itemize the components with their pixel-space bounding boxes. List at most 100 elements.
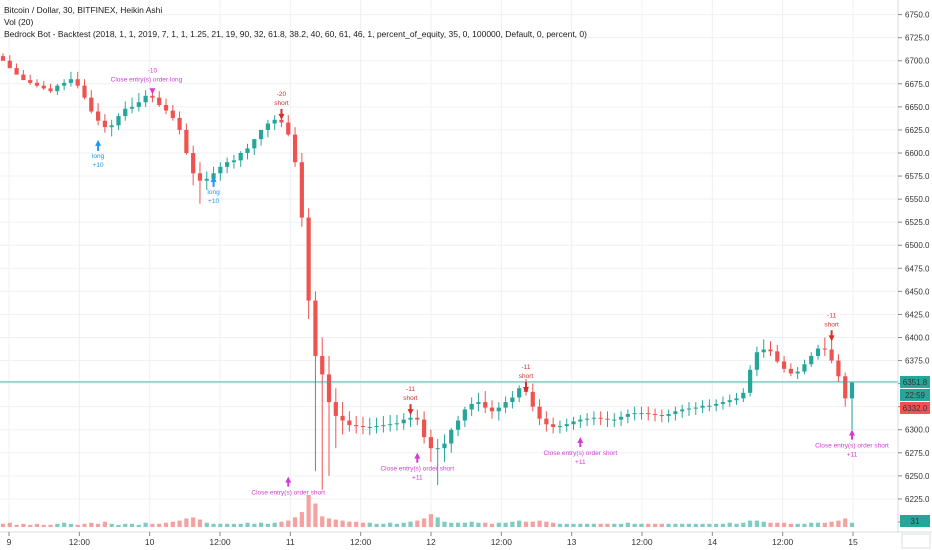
signal-label: -20	[277, 91, 287, 98]
candle-body	[659, 414, 664, 416]
volume-bar	[829, 521, 834, 527]
legend-volume[interactable]: Vol (20)	[4, 17, 34, 27]
volume-bar	[116, 524, 121, 527]
arrow-up-icon	[577, 436, 584, 443]
signal-label: +11	[412, 475, 423, 482]
candle-body	[768, 349, 773, 352]
candle-body	[21, 74, 26, 81]
candle-body	[646, 413, 651, 415]
volume-bar	[849, 522, 855, 527]
candle-body	[191, 152, 196, 174]
candle-body	[843, 376, 848, 399]
volume-bar	[299, 512, 304, 527]
volume-bar	[347, 521, 352, 527]
candle-body	[252, 139, 257, 149]
volume-bar	[455, 522, 461, 527]
candle-body	[449, 429, 454, 444]
price-tick-label: 6225.0	[905, 495, 930, 504]
volume-bar	[517, 520, 522, 527]
candle-body	[313, 300, 318, 356]
candle-body	[68, 79, 74, 83]
price-tick-label: 6475.0	[905, 264, 930, 273]
arrow-stem	[280, 108, 283, 115]
candle-body	[28, 80, 33, 83]
price-tick-label: 6625.0	[905, 126, 930, 135]
legend-strategy[interactable]: Bedrock Bot - Backtest (2018, 1, 1, 2019…	[4, 29, 587, 39]
candle-body	[143, 95, 148, 103]
volume-bar	[496, 522, 501, 527]
volume-bar	[109, 523, 114, 527]
signal-label: short	[824, 321, 839, 328]
candle-body	[720, 402, 726, 404]
price-tick-label: 6600.0	[905, 149, 930, 158]
candle-body	[408, 417, 413, 420]
candle-body	[591, 417, 597, 419]
candle-body	[238, 152, 243, 161]
candle-body	[483, 402, 488, 408]
arrow-stem	[212, 180, 215, 187]
volume-bar	[225, 523, 230, 527]
candle-body	[0, 56, 6, 61]
signal-label: short	[403, 395, 418, 402]
volume-bar	[680, 523, 685, 527]
candle-body	[109, 125, 114, 128]
candle-body	[686, 408, 692, 410]
price-tick-label: 6300.0	[905, 426, 930, 435]
candle-body	[292, 134, 298, 163]
candle-body	[150, 95, 155, 98]
volume-bar	[618, 523, 624, 527]
arrow-down-icon	[828, 335, 835, 342]
candle-body	[116, 116, 121, 126]
signal-label: +11	[847, 452, 858, 459]
volume-bar	[591, 523, 597, 527]
volume-bar	[62, 522, 67, 527]
signal-label: +11	[575, 459, 586, 466]
volume-bar	[707, 523, 712, 527]
volume-bar	[666, 523, 671, 527]
volume-bar	[68, 523, 74, 527]
volume-bar	[129, 523, 135, 527]
volume-bar	[503, 522, 508, 527]
candle-body	[354, 425, 359, 427]
volume-bar	[360, 522, 366, 527]
volume-badge: 31	[911, 517, 920, 526]
price-tick-label: 6525.0	[905, 218, 930, 227]
candle-body	[89, 97, 94, 112]
candle-body	[163, 105, 169, 111]
price-axis-bg	[898, 0, 932, 550]
volume-bar	[768, 522, 773, 527]
volume-bar	[34, 523, 40, 527]
volume-bar	[476, 522, 481, 527]
candle-body	[123, 108, 128, 117]
volume-bar	[279, 521, 284, 527]
candle-body	[564, 424, 569, 427]
candle-body	[34, 82, 40, 86]
arrow-up-icon	[95, 139, 102, 146]
volume-bar	[646, 523, 651, 527]
candle-body	[639, 413, 644, 415]
volume-bar	[428, 514, 434, 527]
candle-body	[544, 418, 549, 425]
volume-bar	[652, 523, 658, 527]
signal-close: Close entry(s) order short +11	[380, 452, 454, 482]
grid	[0, 0, 898, 528]
legend-symbol[interactable]: Bitcoin / Dollar, 30, BITFINEX, Heikin A…	[4, 5, 163, 15]
volume-bar	[741, 522, 746, 527]
candle-body	[822, 348, 827, 350]
arrow-stem	[97, 144, 100, 151]
signal-label: long	[207, 189, 220, 196]
volume-bar	[41, 524, 46, 527]
countdown-badge-bg	[900, 388, 930, 401]
volume-bar	[578, 523, 583, 527]
volume-bar	[75, 524, 80, 527]
volume-bar	[449, 522, 454, 527]
signal-label: Close entry(s) order short	[380, 466, 454, 473]
close-price-badge: 6332.0	[903, 404, 928, 413]
arrow-down-icon	[407, 409, 414, 416]
volume-bar	[442, 521, 447, 527]
candle-body	[734, 398, 739, 401]
legend: Bitcoin / Dollar, 30, BITFINEX, Heikin A…	[4, 4, 587, 40]
candle-body	[48, 88, 53, 92]
